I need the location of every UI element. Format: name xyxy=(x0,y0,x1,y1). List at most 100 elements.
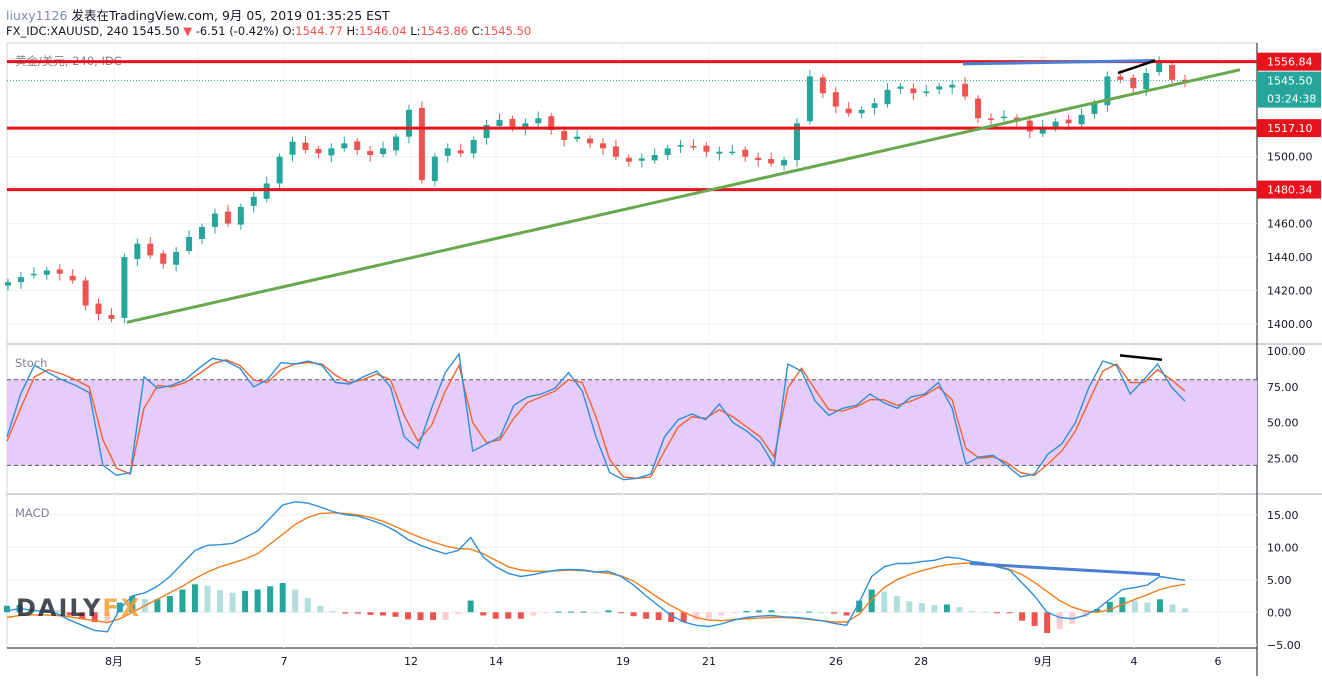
macd-histogram-bar xyxy=(455,612,462,615)
macd-histogram-bar xyxy=(806,611,813,613)
macd-histogram-bar xyxy=(354,612,361,614)
time-tick-label: 6 xyxy=(1215,655,1222,668)
macd-histogram-bar xyxy=(342,612,349,614)
time-tick-label: 5 xyxy=(195,655,202,668)
candle-body xyxy=(496,119,503,126)
macd-histogram-bar xyxy=(430,612,437,621)
candle-body xyxy=(599,143,606,149)
candle-body xyxy=(664,148,671,156)
macd-histogram-bar xyxy=(618,612,625,614)
macd-histogram-bar xyxy=(755,610,762,613)
time-tick-label: 28 xyxy=(914,655,928,668)
candle-body xyxy=(677,145,684,147)
macd-histogram-bar xyxy=(54,610,61,613)
macd-histogram-bar xyxy=(154,599,161,613)
time-tick-label: 9月 xyxy=(1034,655,1052,668)
candle-body xyxy=(1104,76,1111,106)
time-tick-label: 21 xyxy=(702,655,716,668)
macd-histogram-bar xyxy=(680,612,687,623)
dailyfx-logo: DAILYFX xyxy=(16,594,141,622)
candle-body xyxy=(729,151,736,154)
price-tick-label: 1500.00 xyxy=(1267,151,1313,164)
macd-tick-label: 0.00 xyxy=(1267,606,1292,619)
macd-histogram-bar xyxy=(217,590,224,613)
publish-info: 发表在TradingView.com, 9月 05, 2019 01:35:25… xyxy=(71,8,390,23)
candle-body xyxy=(923,91,930,94)
candle-body xyxy=(5,282,11,286)
macd-histogram-bar xyxy=(580,611,587,613)
candle-body xyxy=(768,159,775,164)
macd-histogram-bar xyxy=(417,612,424,621)
candle-body xyxy=(703,145,710,152)
macd-histogram-bar xyxy=(868,589,875,613)
candle-body xyxy=(1065,119,1072,124)
plot-frame xyxy=(6,42,1258,649)
candle-body xyxy=(690,146,697,148)
candle-body xyxy=(82,280,89,306)
stoch-k-line xyxy=(6,352,1186,481)
candle-body xyxy=(160,253,167,264)
candle-body xyxy=(121,257,128,318)
macd-histogram-bar xyxy=(981,611,988,613)
macd-histogram-bar xyxy=(467,600,474,613)
macd-histogram-bar xyxy=(856,600,863,613)
candle-body xyxy=(574,136,581,139)
macd-histogram-bar xyxy=(793,611,800,613)
candle-body xyxy=(612,146,619,157)
price-tick-label: 1400.00 xyxy=(1267,318,1313,331)
brand-left: DAILY xyxy=(16,594,103,622)
candle-body xyxy=(897,86,904,89)
candle-body xyxy=(716,151,723,154)
macd-histogram-bar xyxy=(367,612,374,615)
macd-histogram-bar xyxy=(818,612,825,614)
candle-body xyxy=(367,151,374,156)
candle-body xyxy=(199,226,206,239)
candle-body xyxy=(250,196,257,206)
macd-histogram-bar xyxy=(555,611,562,613)
candle-body xyxy=(638,158,645,161)
candle-body xyxy=(289,141,296,155)
macd-histogram-bar xyxy=(329,610,336,613)
divergence-line xyxy=(962,59,1156,66)
stoch-d-line xyxy=(6,358,1186,480)
high-value: 1546.04 xyxy=(359,24,407,38)
candle-body xyxy=(431,156,438,182)
macd-histogram-bar xyxy=(693,612,700,621)
macd-histogram-bar xyxy=(1131,600,1138,613)
divergence-line xyxy=(1117,59,1156,75)
candle-body xyxy=(211,213,218,227)
macd-histogram-bar xyxy=(517,612,524,619)
macd-histogram-bar xyxy=(1081,612,1088,617)
macd-histogram-bar xyxy=(392,612,399,617)
candle-body xyxy=(1156,63,1163,73)
macd-histogram-bar xyxy=(442,612,449,621)
level-price-label: 1556.84 xyxy=(1267,56,1313,69)
macd-histogram-bar xyxy=(41,609,48,613)
macd-histogram-bar xyxy=(104,612,111,622)
candle-body xyxy=(237,206,244,225)
macd-histogram-bar xyxy=(179,589,186,613)
macd-histogram-bar xyxy=(116,602,123,613)
macd-histogram-bar xyxy=(1182,608,1188,613)
candle-body xyxy=(418,107,425,181)
macd-histogram-bar xyxy=(292,589,299,613)
macd-histogram-bar xyxy=(893,596,900,613)
last-price-tag xyxy=(1257,71,1321,108)
macd-histogram-bar xyxy=(505,612,512,619)
macd-histogram-bar xyxy=(4,605,10,613)
candle-body xyxy=(845,108,852,114)
candle-body xyxy=(354,141,361,151)
time-tick-label: 4 xyxy=(1131,655,1138,668)
candle-body xyxy=(69,275,76,281)
candle-body xyxy=(561,130,568,140)
macd-histogram-bar xyxy=(91,612,98,623)
author-name[interactable]: liuxy1126 xyxy=(6,8,68,23)
candle-body xyxy=(1078,114,1085,125)
macd-histogram-bar xyxy=(530,612,537,616)
high-label: H: xyxy=(346,24,359,38)
macd-histogram-bar xyxy=(655,612,662,621)
candle-body xyxy=(393,136,400,151)
macd-histogram-bar xyxy=(994,612,1001,614)
level-price-label: 1480.34 xyxy=(1267,184,1313,197)
